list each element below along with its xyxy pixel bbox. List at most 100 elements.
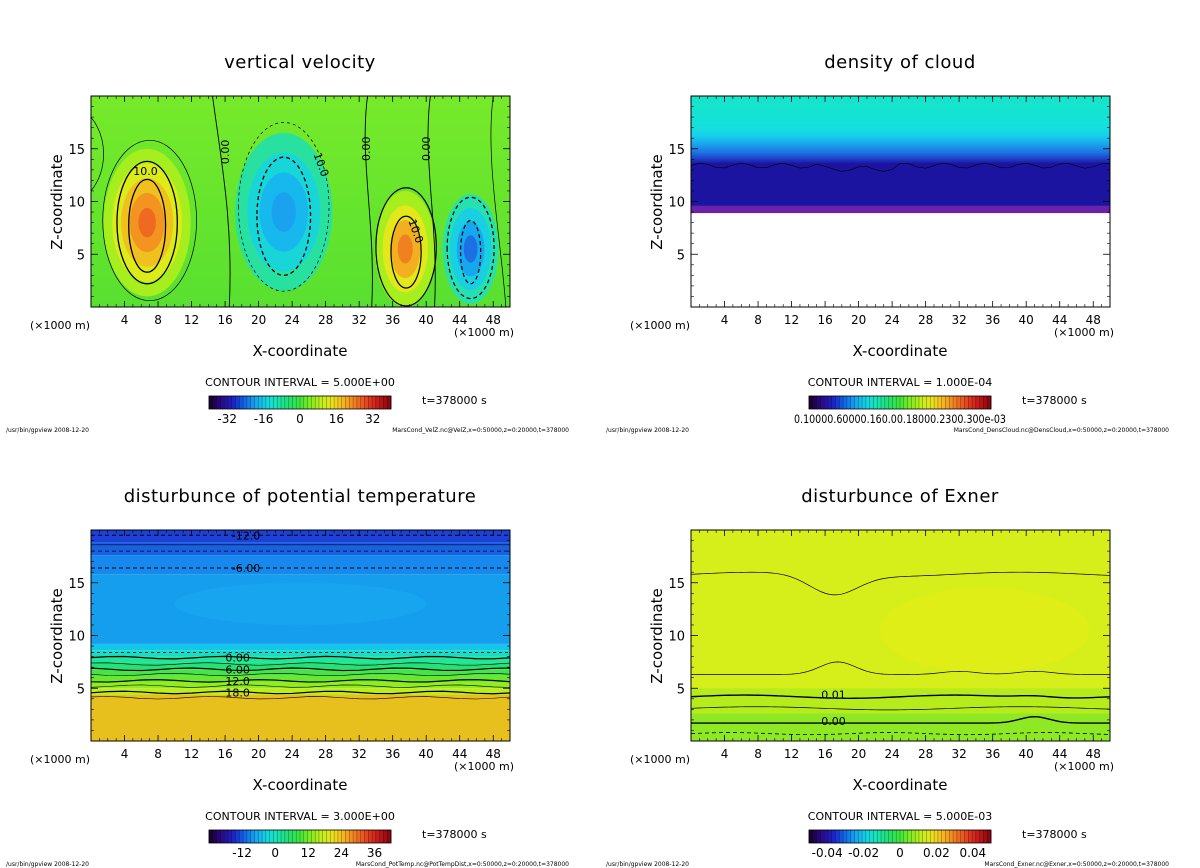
y-axis-title: Z-coordinate	[48, 154, 66, 249]
colorbar-cell	[284, 396, 289, 409]
contour-label-text: 18.0	[225, 686, 250, 699]
y-tick-label: 10	[68, 196, 85, 211]
colorbar-cell	[300, 830, 305, 843]
temperature-band	[91, 694, 510, 741]
contour-line	[691, 661, 1110, 675]
contour-line	[128, 178, 167, 273]
colorbar-cell	[243, 830, 248, 843]
colorbar-cell	[862, 830, 867, 843]
x-tick-label: 48	[1086, 747, 1101, 761]
contour-label-text: -6.00	[232, 562, 260, 575]
colorbar-cell	[824, 830, 829, 843]
colorbar-cell	[326, 830, 331, 843]
colorbar-cell	[846, 830, 852, 843]
footer-left: /usr/bin/gpview 2008-12-20	[606, 861, 689, 868]
colorbar-cell	[265, 396, 270, 409]
colorbar-cell	[254, 396, 259, 409]
y-axis-title-group: Z-coordinate	[48, 588, 66, 683]
x-tick-label: 8	[154, 747, 162, 761]
downdraft-cell	[271, 192, 296, 232]
colorbar-tick-label: 32	[365, 412, 380, 426]
time-label: t=378000 s	[1022, 828, 1087, 841]
colorbar-cell	[212, 830, 217, 843]
colorbar-cell	[220, 396, 225, 409]
temperature-band	[91, 530, 510, 543]
colorbar-cell	[865, 830, 870, 843]
colorbar-cell	[975, 396, 980, 409]
colorbar-cell	[968, 396, 973, 409]
colorbar-cell	[858, 396, 863, 409]
colorbar-tick-label: 0.04	[959, 846, 986, 860]
colorbar-cell	[269, 830, 274, 843]
contour-line	[691, 706, 1110, 711]
x-tick-label: 20	[251, 747, 266, 761]
x-tick-label: 28	[318, 313, 333, 327]
colorbar-cell	[896, 830, 901, 843]
contour-label-text: 12.0	[225, 675, 250, 688]
colorbar-cell	[262, 396, 267, 409]
colorbar-cell	[850, 830, 855, 843]
time-label: t=378000 s	[422, 394, 487, 407]
contour-line	[390, 215, 422, 289]
colorbar-cell	[835, 830, 840, 843]
colorbar-tick-label: -0.04	[812, 846, 843, 860]
colorbar-cell	[964, 396, 969, 409]
y-tick-label: 10	[668, 630, 685, 645]
contour-label: 12.0	[225, 675, 250, 688]
colorbar-tick-label: -0.02	[848, 846, 879, 860]
colorbar-cell	[827, 396, 833, 409]
colorbar-cell	[322, 830, 327, 843]
colorbar-cell	[987, 830, 992, 843]
contour-label: 0.00	[420, 137, 433, 162]
colorbar-cell	[254, 830, 259, 843]
x-tick-label: 32	[352, 747, 367, 761]
colorbar-cell	[926, 830, 931, 843]
colorbar-cell	[949, 830, 954, 843]
colorbar-cell	[816, 830, 821, 843]
footer-left: /usr/bin/gpview 2008-12-20	[6, 427, 89, 434]
colorbar-cell	[383, 830, 388, 843]
x-tick-label: 20	[851, 313, 866, 327]
colorbar-cell	[277, 830, 282, 843]
colorbar-cell	[231, 830, 236, 843]
contour-label-text: 0.01	[821, 689, 846, 702]
updraft-cell	[397, 234, 413, 264]
contour-line	[459, 219, 482, 285]
x-tick-label: 44	[1052, 313, 1067, 327]
colorbar-cell	[334, 396, 339, 409]
contour-label: 6.00	[225, 663, 250, 676]
x-tick-label: 8	[154, 313, 162, 327]
colorbar-cell	[972, 396, 977, 409]
contour-line	[691, 162, 1110, 172]
x-unit-label-right: (×1000 m)	[454, 760, 514, 773]
field-region	[174, 582, 427, 625]
x-tick-label: 40	[1019, 313, 1034, 327]
x-tick-label: 44	[452, 747, 467, 761]
contour-label: -6.00	[232, 562, 260, 575]
colorbar-cell	[375, 830, 380, 843]
colorbar-cell	[809, 396, 814, 409]
x-unit-label-left: (×1000 m)	[30, 753, 90, 766]
contour-line	[691, 694, 1110, 699]
x-tick-label: 40	[1019, 747, 1034, 761]
colorbar-cell	[296, 396, 301, 409]
contour-label-text: 0.00	[219, 140, 232, 165]
x-tick-label: 16	[817, 747, 832, 761]
colorbar-cell	[907, 830, 912, 843]
colorbar-cell	[318, 830, 324, 843]
colorbar-cell	[216, 830, 221, 843]
colorbar-cell	[900, 830, 905, 843]
colorbar-cell	[387, 830, 392, 843]
x-tick-label: 36	[385, 747, 400, 761]
colorbar-cell	[375, 396, 380, 409]
colorbar-cell	[854, 396, 859, 409]
y-tick-label: 10	[668, 196, 685, 211]
colorbar-cell	[964, 830, 969, 843]
x-tick-label: 12	[184, 313, 199, 327]
contour-label: 0.00	[225, 652, 250, 665]
colorbar-cell	[349, 396, 354, 409]
x-tick-label: 4	[121, 747, 129, 761]
time-label: t=378000 s	[1022, 394, 1087, 407]
